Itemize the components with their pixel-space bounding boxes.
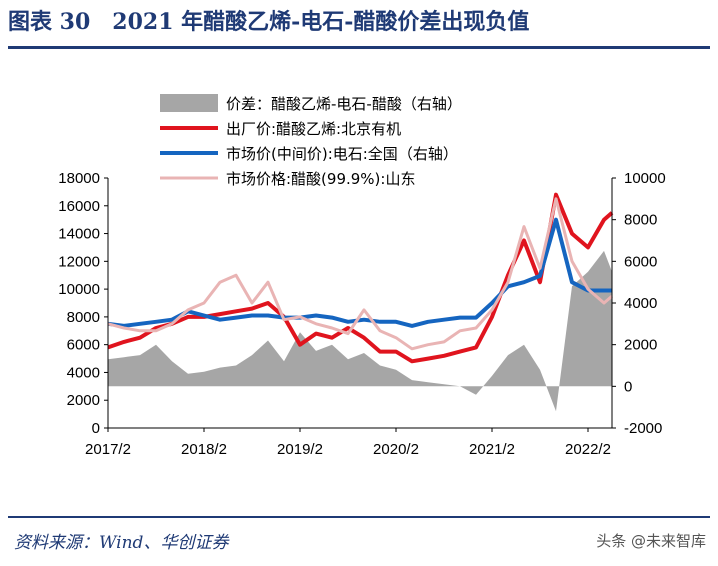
right-tick-label: 10000 — [624, 170, 666, 187]
source-note: 资料来源：Wind、华创证券 — [14, 533, 229, 553]
series-area-spread — [108, 250, 612, 412]
legend-label-3: 市场价格:醋酸(99.9%):山东 — [226, 170, 415, 188]
right-tick-label: 4000 — [624, 295, 657, 312]
left-tick-label: 14000 — [58, 226, 100, 243]
legend-label-0: 价差：醋酸乙烯-电石-醋酸（右轴） — [226, 95, 462, 113]
left-tick-label: 6000 — [67, 337, 100, 354]
left-tick-label: 8000 — [67, 309, 100, 326]
series-line-2 — [107, 217, 612, 328]
chart: 价差：醋酸乙烯-电石-醋酸（右轴） 出厂价:醋酸乙烯:北京有机市场价(中间价):电… — [58, 94, 666, 458]
x-tick-label: 2020/2 — [373, 441, 419, 458]
footer-rule — [8, 516, 710, 518]
series-line-3 — [107, 197, 613, 351]
left-tick-label: 10000 — [58, 281, 100, 298]
legend-label-2: 市场价(中间价):电石:全国（右轴） — [226, 145, 458, 163]
watermark: 头条 @未来智库 — [596, 532, 706, 550]
series-line-1 — [107, 192, 614, 364]
plot-area — [107, 192, 614, 412]
legend-label-1: 出厂价:醋酸乙烯:北京有机 — [226, 120, 401, 138]
left-tick-label: 4000 — [67, 364, 100, 381]
left-tick-label: 12000 — [58, 253, 100, 270]
axes: 0 2000 4000 6000 8000 10000 12000 14000 16000 180… — [58, 170, 665, 458]
x-tick-label: 2022/2 — [565, 441, 611, 458]
left-tick-label: 18000 — [58, 170, 100, 187]
legend-swatch-spread — [160, 94, 218, 112]
right-tick-label: 8000 — [624, 212, 657, 229]
x-tick-label: 2019/2 — [277, 441, 323, 458]
left-tick-label: 16000 — [58, 198, 100, 215]
right-tick-label: 2000 — [624, 337, 657, 354]
right-tick-label: -2000 — [624, 420, 662, 437]
x-tick-label: 2021/2 — [469, 441, 515, 458]
title-rule — [8, 46, 710, 49]
legend: 价差：醋酸乙烯-电石-醋酸（右轴） 出厂价:醋酸乙烯:北京有机市场价(中间价):电… — [160, 94, 462, 188]
figure-title: 图表 30 2021 年醋酸乙烯-电石-醋酸价差出现负值 — [8, 9, 530, 35]
x-tick-label: 2018/2 — [181, 441, 227, 458]
right-tick-label: 6000 — [624, 253, 657, 270]
left-tick-label: 2000 — [67, 392, 100, 409]
left-tick-label: 0 — [92, 420, 100, 437]
right-tick-label: 0 — [624, 378, 632, 395]
x-tick-label: 2017/2 — [85, 441, 131, 458]
